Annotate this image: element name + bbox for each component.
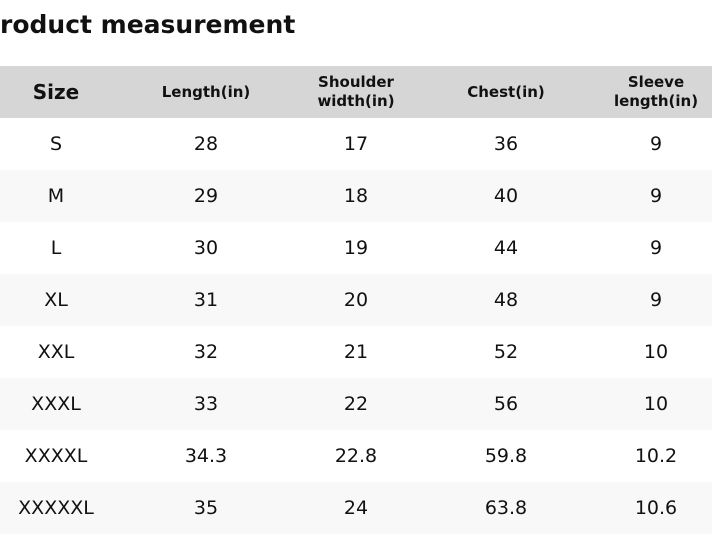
cell-length: 32	[193, 341, 219, 363]
header-chest: Chest(in)	[431, 83, 581, 102]
cell-sleeve-length: 9	[649, 185, 663, 207]
header-text: Length(in)	[161, 82, 251, 101]
cell-length: 33	[193, 393, 219, 415]
page-title: roduct measurement	[0, 10, 296, 39]
cell-chest: 40	[493, 185, 519, 207]
cell-shoulder-width: 22.8	[334, 445, 378, 467]
table-row: XXXXXL 35 24 63.8 10.6	[0, 482, 712, 534]
cell-length: 29	[193, 185, 219, 207]
cell-shoulder-width: 20	[343, 289, 369, 311]
cell-length: 35	[193, 497, 219, 519]
cell-chest: 59.8	[484, 445, 528, 467]
cell-size: XXL	[37, 341, 75, 363]
cell-sleeve-length: 10	[643, 341, 669, 363]
cell-size: S	[49, 133, 63, 155]
cell-shoulder-width: 21	[343, 341, 369, 363]
table-row: XL 31 20 48 9	[0, 274, 712, 326]
header-text: length(in)	[613, 92, 699, 110]
cell-shoulder-width: 17	[343, 133, 369, 155]
table-row: XXXL 33 22 56 10	[0, 378, 712, 430]
table-header: Size Length(in) Shoulder width(in) Chest(in)…	[0, 66, 712, 118]
cell-sleeve-length: 10.6	[634, 497, 678, 519]
header-text: Size	[32, 79, 80, 104]
header-text: width(in)	[317, 92, 395, 110]
cell-shoulder-width: 24	[343, 497, 369, 519]
cell-chest: 63.8	[484, 497, 528, 519]
header-text: Shoulder	[318, 73, 394, 91]
cell-sleeve-length: 9	[649, 133, 663, 155]
cell-size: XXXXXL	[18, 497, 94, 519]
cell-length: 34.3	[184, 445, 228, 467]
header-size: Size	[0, 79, 131, 104]
table-row: M 29 18 40 9	[0, 170, 712, 222]
table-row: XXL 32 21 52 10	[0, 326, 712, 378]
cell-length: 30	[193, 237, 219, 259]
header-text: Sleeve	[627, 73, 685, 91]
cell-chest: 52	[493, 341, 519, 363]
header-text: Chest(in)	[467, 82, 545, 101]
cell-shoulder-width: 18	[343, 185, 369, 207]
cell-sleeve-length: 9	[649, 237, 663, 259]
header-length: Length(in)	[131, 83, 281, 102]
table-row: XXXXL 34.3 22.8 59.8 10.2	[0, 430, 712, 482]
cell-length: 31	[193, 289, 219, 311]
cell-chest: 36	[493, 133, 519, 155]
cell-shoulder-width: 22	[343, 393, 369, 415]
header-shoulder-width: Shoulder width(in)	[281, 73, 431, 111]
cell-size: XXXXL	[24, 445, 88, 467]
cell-size: L	[50, 237, 62, 259]
cell-length: 28	[193, 133, 219, 155]
cell-sleeve-length: 10.2	[634, 445, 678, 467]
cell-chest: 48	[493, 289, 519, 311]
cell-size: XL	[44, 289, 68, 311]
cell-chest: 44	[493, 237, 519, 259]
size-chart-table: Size Length(in) Shoulder width(in) Chest(in)…	[0, 66, 712, 534]
table-row: S 28 17 36 9	[0, 118, 712, 170]
cell-size: XXXL	[31, 393, 81, 415]
cell-sleeve-length: 9	[649, 289, 663, 311]
cell-size: M	[47, 185, 65, 207]
cell-chest: 56	[493, 393, 519, 415]
cell-shoulder-width: 19	[343, 237, 369, 259]
header-sleeve-length: Sleeve length(in)	[581, 73, 712, 111]
cell-sleeve-length: 10	[643, 393, 669, 415]
table-row: L 30 19 44 9	[0, 222, 712, 274]
